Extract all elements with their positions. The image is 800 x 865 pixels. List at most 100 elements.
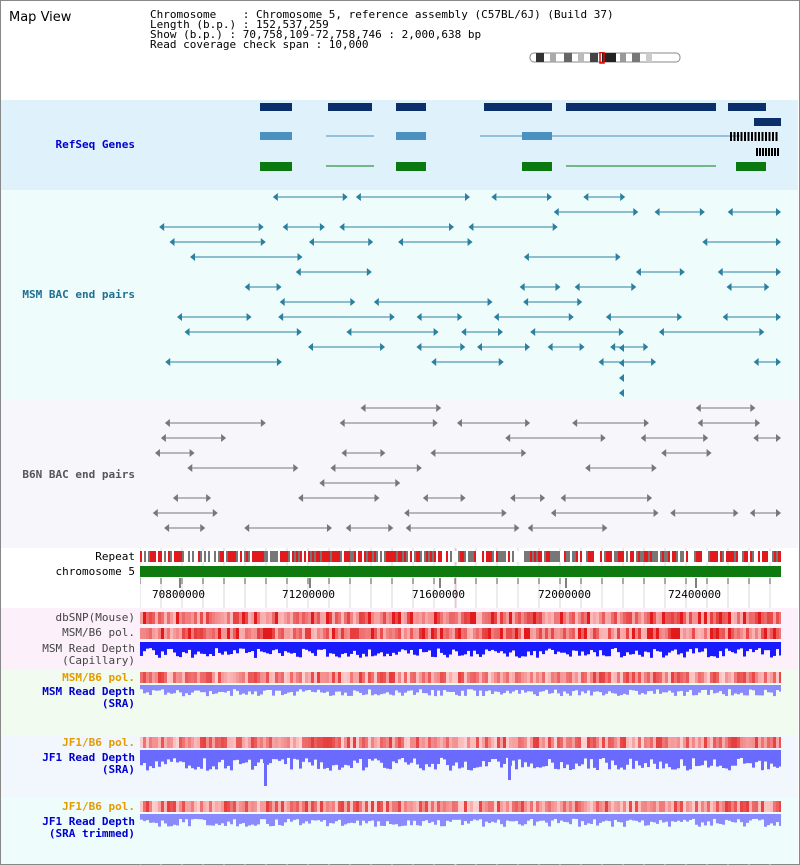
bac-end [169, 238, 175, 246]
bac-end [388, 524, 394, 532]
bac-end [550, 509, 556, 517]
bac-end [560, 494, 566, 502]
bac-end [295, 268, 301, 276]
bac-end [640, 434, 646, 442]
bac-end [706, 449, 712, 457]
msm-bac-track [1, 190, 798, 400]
bac-end [703, 434, 709, 442]
bac-end [366, 268, 372, 276]
page-title: Map View [9, 10, 72, 25]
bac-end [699, 208, 705, 216]
bac-end [360, 404, 366, 412]
bac-end [776, 238, 781, 246]
bac-end [189, 449, 195, 457]
gene-feature [396, 132, 426, 140]
dbsnp-label: dbSNP(Mouse) [55, 611, 135, 624]
bac-end [258, 223, 264, 231]
b6n-bac-features[interactable] [140, 400, 781, 548]
bac-end [722, 313, 728, 321]
bac-end [405, 524, 411, 532]
chromosome-bar[interactable] [140, 566, 781, 577]
msm-b6-pol-label: MSM/B6 pol. [62, 626, 135, 639]
bac-end [547, 193, 553, 201]
bac-end [330, 464, 336, 472]
jf1-depth-sra-sublabel: (SRA) [101, 763, 135, 776]
axis-tick-label: 71600000 [412, 588, 465, 601]
bac-end [177, 313, 183, 321]
bac-end [527, 524, 533, 532]
bac-end [368, 238, 374, 246]
msm-depth-capillary-sublabel: (Capillary) [62, 654, 135, 667]
refseq-features[interactable] [140, 100, 781, 190]
coverage-tracks[interactable] [140, 608, 781, 865]
repeat-label: Repeat [95, 550, 135, 563]
bac-end [750, 404, 756, 412]
gene-feature [260, 162, 292, 171]
bac-end [460, 343, 466, 351]
bac-end [776, 434, 781, 442]
gene-feature [736, 162, 766, 171]
bac-end [436, 404, 442, 412]
bac-end [519, 283, 525, 291]
bac-end [776, 268, 781, 276]
bac-end [212, 509, 218, 517]
bac-end [341, 449, 347, 457]
bac-end [521, 449, 527, 457]
bac-end [200, 524, 206, 532]
bac-end [501, 509, 507, 517]
bac-end [389, 313, 395, 321]
axis-tick-label: 72000000 [538, 588, 591, 601]
bac-end [753, 434, 759, 442]
bac-end [416, 313, 422, 321]
repeat-track[interactable] [140, 551, 781, 563]
bac-end [431, 358, 437, 366]
msm-bac-features[interactable] [140, 190, 781, 400]
msm-bac-label[interactable]: MSM BAC end pairs [22, 288, 135, 301]
bac-end [530, 328, 536, 336]
chromosome-ideogram[interactable] [528, 52, 688, 64]
position-axis [140, 578, 771, 588]
bac-end [190, 253, 196, 261]
bac-end [610, 343, 616, 351]
gene-feature [566, 103, 716, 111]
info-show: Show (b.p.) : 70,758,109-72,758,746 : 2,… [150, 28, 482, 41]
bac-end [776, 358, 781, 366]
bac-end [605, 313, 611, 321]
bac-end [159, 223, 165, 231]
refseq-label[interactable]: RefSeq Genes [55, 138, 135, 151]
b6n-bac-label[interactable]: B6N BAC end pairs [22, 468, 135, 481]
bac-end [572, 419, 578, 427]
bac-end [152, 509, 158, 517]
gene-feature [396, 162, 426, 171]
bac-end [433, 328, 439, 336]
bac-end [468, 223, 474, 231]
bac-end [279, 298, 285, 306]
bac-end [456, 419, 462, 427]
bac-end [661, 449, 667, 457]
bac-end [677, 313, 683, 321]
bac-end [464, 193, 470, 201]
bac-end [510, 494, 516, 502]
bac-end [552, 223, 558, 231]
bac-end [620, 193, 626, 201]
bac-end [298, 494, 304, 502]
bac-end [598, 358, 604, 366]
gene-feature [754, 118, 781, 126]
bac-end [461, 328, 467, 336]
bac-end [416, 464, 422, 472]
bac-end [319, 479, 325, 487]
bac-end [555, 283, 561, 291]
axis-tick-label: 71200000 [282, 588, 335, 601]
bac-end [187, 464, 193, 472]
bac-end [350, 298, 356, 306]
bac-end [643, 343, 649, 351]
bac-end [493, 313, 499, 321]
bac-end [497, 328, 503, 336]
gene-feature [328, 103, 372, 111]
bac-end [160, 434, 166, 442]
bac-end [244, 283, 250, 291]
bac-end [585, 464, 591, 472]
gene-feature [522, 103, 552, 111]
bac-end [635, 268, 641, 276]
b6n-bac-track [1, 400, 798, 548]
